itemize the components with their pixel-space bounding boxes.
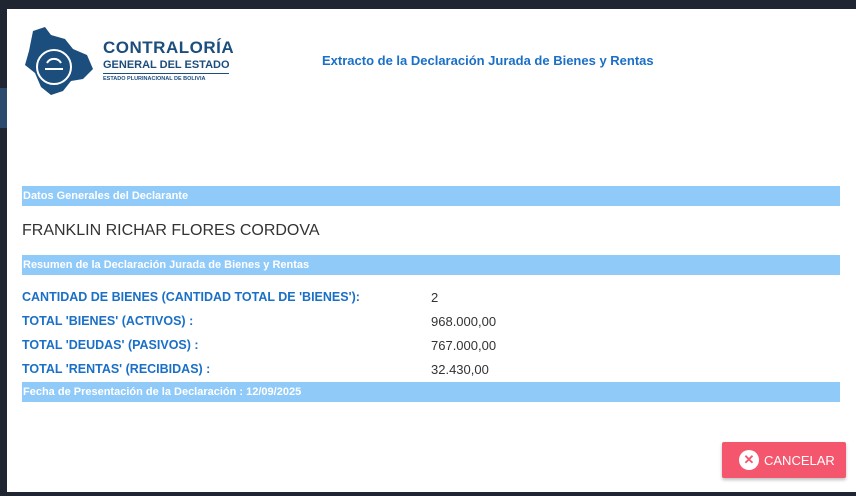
summary-value: 32.430,00 [431,362,489,377]
cancel-label: CANCELAR [764,452,835,468]
modal-title: Extracto de la Declaración Jurada de Bie… [322,53,654,68]
background-panel [0,88,7,128]
contraloria-logo: CONTRALORÍA GENERAL DEL ESTADO ESTADO PL… [23,25,235,97]
bolivia-map-icon [25,27,93,95]
summary-label: CANTIDAD DE BIENES (CANTIDAD TOTAL DE 'B… [22,290,360,304]
summary-label: TOTAL 'DEUDAS' (PASIVOS) : [22,338,199,352]
summary-value: 2 [431,290,439,305]
logo-divider [103,73,229,74]
summary-value: 767.000,00 [431,338,497,353]
logo-line-3: ESTADO PLURINACIONAL DE BOLIVIA [103,76,206,82]
presentation-date: Fecha de Presentación de la Declaración … [22,382,840,402]
section-general-header: Datos Generales del Declarante [22,186,840,206]
close-circle-icon: ✕ [739,450,759,470]
summary-label: TOTAL 'RENTAS' (RECIBIDAS) : [22,362,211,376]
logo-line-2: GENERAL DEL ESTADO [103,59,230,71]
declaration-modal: CONTRALORÍA GENERAL DEL ESTADO ESTADO PL… [7,9,856,492]
summary-label: TOTAL 'BIENES' (ACTIVOS) : [22,314,194,328]
summary-value: 968.000,00 [431,314,497,329]
logo-line-1: CONTRALORÍA [103,38,235,57]
declarant-name: FRANKLIN RICHAR FLORES CORDOVA [22,222,320,239]
section-summary-header: Resumen de la Declaración Jurada de Bien… [22,255,840,275]
cancel-button[interactable]: ✕ CANCELAR [722,442,846,478]
